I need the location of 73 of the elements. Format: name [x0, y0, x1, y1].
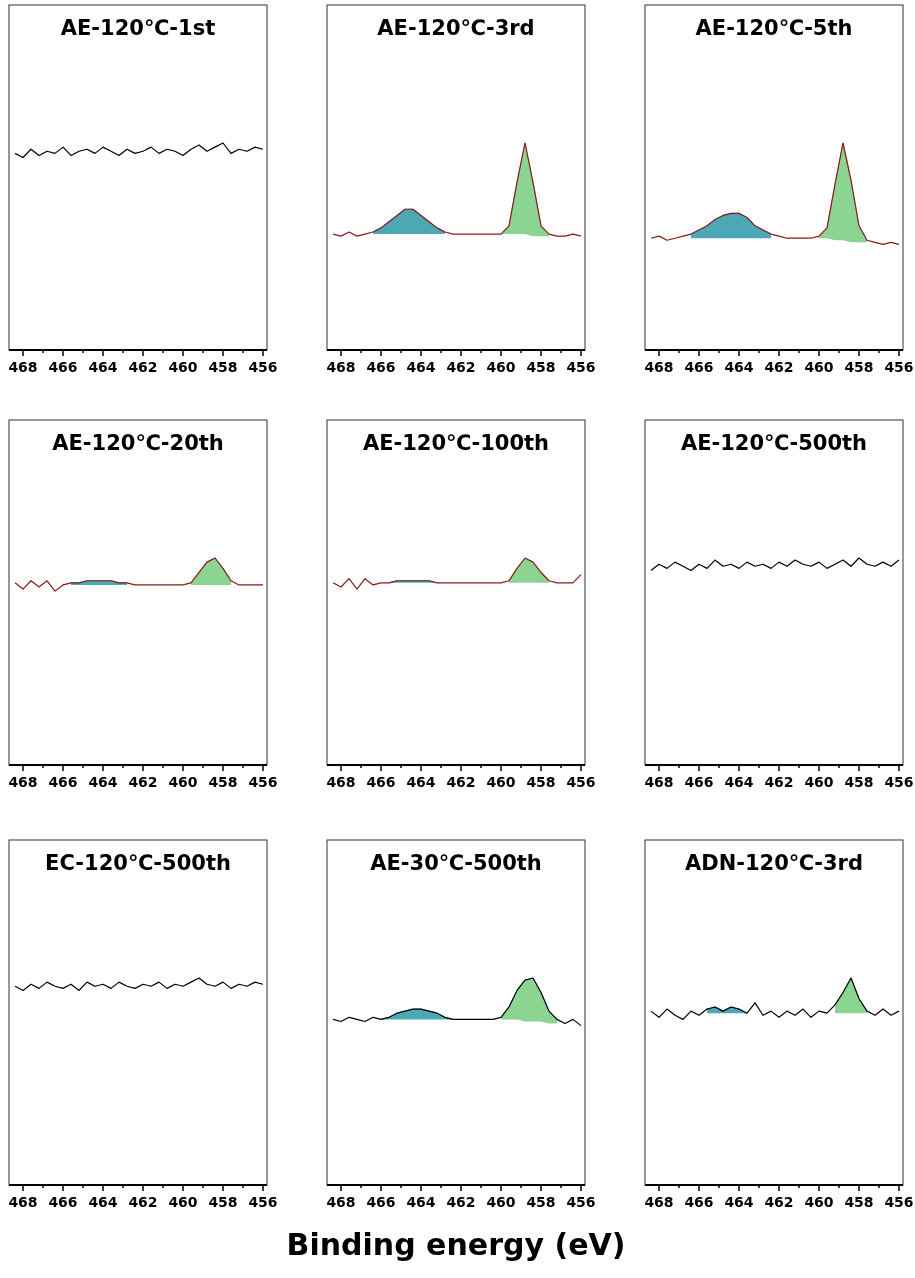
- x-tick-label: 468: [644, 774, 674, 790]
- x-tick-label: 460: [486, 1194, 516, 1210]
- x-tick-label: 456: [566, 1194, 596, 1210]
- x-tick-label: 468: [326, 774, 356, 790]
- x-tick-label: 464: [88, 1194, 118, 1210]
- x-tick-label: 464: [406, 774, 436, 790]
- chart-title: AE-120℃-500th: [680, 431, 868, 455]
- chart-title: AE-120℃-100th: [362, 431, 550, 455]
- x-tick-label: 466: [48, 1194, 78, 1210]
- x-tick-label: 462: [446, 1194, 476, 1210]
- x-tick-label: 464: [406, 1194, 436, 1210]
- x-tick-label: 468: [8, 359, 38, 375]
- chart-title: AE-120℃-20th: [52, 431, 224, 455]
- x-tick-label: 462: [446, 359, 476, 375]
- x-tick-label: 468: [326, 359, 356, 375]
- x-tick-label: 466: [684, 774, 714, 790]
- x-tick-label: 458: [526, 1194, 556, 1210]
- x-tick-label: 456: [884, 359, 914, 375]
- x-tick-label: 462: [128, 1194, 158, 1210]
- x-tick-label: 466: [366, 774, 396, 790]
- chart-title: ADN-120℃-3rd: [685, 851, 863, 875]
- x-tick-label: 456: [248, 1194, 278, 1210]
- x-tick-label: 460: [486, 774, 516, 790]
- x-tick-label: 466: [684, 1194, 714, 1210]
- chart-title: EC-120℃-500th: [45, 851, 231, 875]
- x-tick-label: 458: [844, 359, 874, 375]
- x-tick-label: 458: [208, 774, 238, 790]
- x-tick-label: 456: [884, 1194, 914, 1210]
- x-tick-label: 460: [168, 1194, 198, 1210]
- x-tick-label: 462: [764, 1194, 794, 1210]
- x-tick-label: 460: [168, 359, 198, 375]
- x-tick-label: 462: [128, 359, 158, 375]
- x-tick-label: 464: [88, 774, 118, 790]
- chart-title: AE-30℃-500th: [370, 851, 542, 875]
- x-tick-label: 466: [366, 1194, 396, 1210]
- x-tick-label: 466: [48, 359, 78, 375]
- x-tick-label: 460: [804, 774, 834, 790]
- x-tick-label: 460: [804, 1194, 834, 1210]
- x-tick-label: 456: [884, 774, 914, 790]
- x-tick-label: 468: [644, 359, 674, 375]
- chart-title: AE-120℃-3rd: [377, 16, 535, 40]
- x-tick-label: 456: [566, 774, 596, 790]
- chart-title: AE-120℃-1st: [60, 16, 216, 40]
- x-tick-label: 458: [526, 359, 556, 375]
- x-tick-label: 458: [844, 774, 874, 790]
- x-tick-label: 456: [248, 359, 278, 375]
- x-tick-label: 462: [446, 774, 476, 790]
- x-tick-label: 464: [724, 359, 754, 375]
- x-tick-label: 464: [406, 359, 436, 375]
- x-tick-label: 466: [366, 359, 396, 375]
- x-tick-label: 468: [326, 1194, 356, 1210]
- x-tick-label: 468: [8, 774, 38, 790]
- x-tick-label: 464: [88, 359, 118, 375]
- x-tick-label: 462: [764, 359, 794, 375]
- x-tick-label: 460: [486, 359, 516, 375]
- x-tick-label: 456: [566, 359, 596, 375]
- x-axis-title: Binding energy (eV): [286, 1227, 626, 1262]
- x-tick-label: 466: [684, 359, 714, 375]
- x-tick-label: 464: [724, 774, 754, 790]
- x-tick-label: 464: [724, 1194, 754, 1210]
- x-tick-label: 462: [128, 774, 158, 790]
- chart-title: AE-120℃-5th: [695, 16, 853, 40]
- x-tick-label: 458: [208, 1194, 238, 1210]
- x-tick-label: 462: [764, 774, 794, 790]
- x-tick-label: 466: [48, 774, 78, 790]
- x-tick-label: 458: [208, 359, 238, 375]
- x-tick-label: 468: [644, 1194, 674, 1210]
- x-tick-label: 456: [248, 774, 278, 790]
- x-tick-label: 460: [168, 774, 198, 790]
- x-tick-label: 458: [526, 774, 556, 790]
- x-tick-label: 468: [8, 1194, 38, 1210]
- x-tick-label: 460: [804, 359, 834, 375]
- x-tick-label: 458: [844, 1194, 874, 1210]
